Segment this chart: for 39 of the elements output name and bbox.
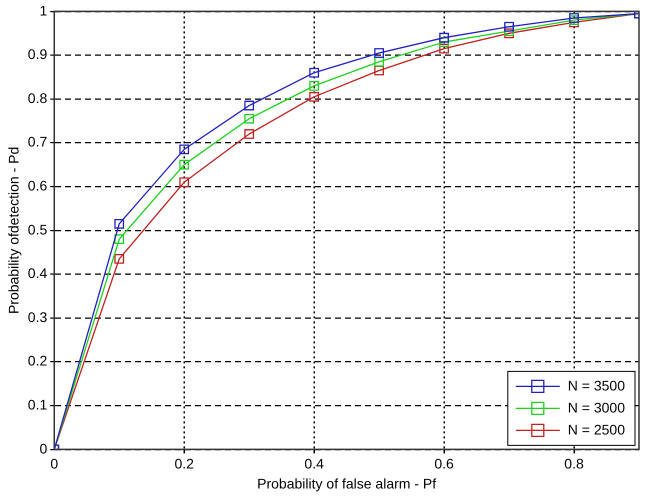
legend-label: N = 2500: [568, 421, 626, 438]
point: [244, 114, 254, 124]
x-tick-label: 0: [50, 456, 58, 472]
point: [504, 22, 514, 32]
y-tick-label: 0: [39, 440, 48, 456]
y-tick-label: 0.1: [28, 396, 48, 412]
y-tick-label: 0.2: [28, 352, 48, 369]
point: [244, 129, 254, 139]
point: [569, 13, 579, 23]
point: [374, 66, 384, 76]
point: [374, 48, 384, 58]
y-tick-label: 0.7: [28, 134, 48, 150]
point: [309, 68, 320, 78]
point: [114, 254, 124, 264]
point: [309, 80, 320, 91]
x-tick-label: 0.8: [564, 456, 584, 472]
legend-label: N = 3500: [568, 377, 626, 394]
y-tick-label: 0.9: [28, 46, 48, 62]
point: [114, 234, 124, 244]
y-tick-label: 0.5: [28, 221, 48, 238]
y-axis-title: Probability ofdetection - Pd: [5, 146, 22, 314]
x-tick-label: 0.4: [304, 456, 324, 472]
point: [114, 218, 124, 229]
point: [244, 100, 254, 110]
point: [179, 144, 190, 154]
point: [309, 92, 320, 102]
x-tick-label: 0.6: [434, 456, 454, 472]
point: [179, 160, 190, 170]
y-tick-label: 0.6: [28, 177, 48, 194]
legend-label: N = 3000: [568, 399, 626, 416]
point: [179, 177, 190, 188]
x-axis-title: Probability of false alarm - Pf: [257, 475, 436, 492]
y-tick-label: 0.8: [28, 90, 48, 106]
y-tick-label: 0.4: [28, 265, 48, 282]
y-tick-label: 1: [39, 2, 48, 18]
point: [439, 44, 449, 54]
point: [439, 32, 449, 43]
x-tick-label: 0.2: [174, 456, 194, 472]
y-tick-label: 0.3: [28, 308, 48, 325]
